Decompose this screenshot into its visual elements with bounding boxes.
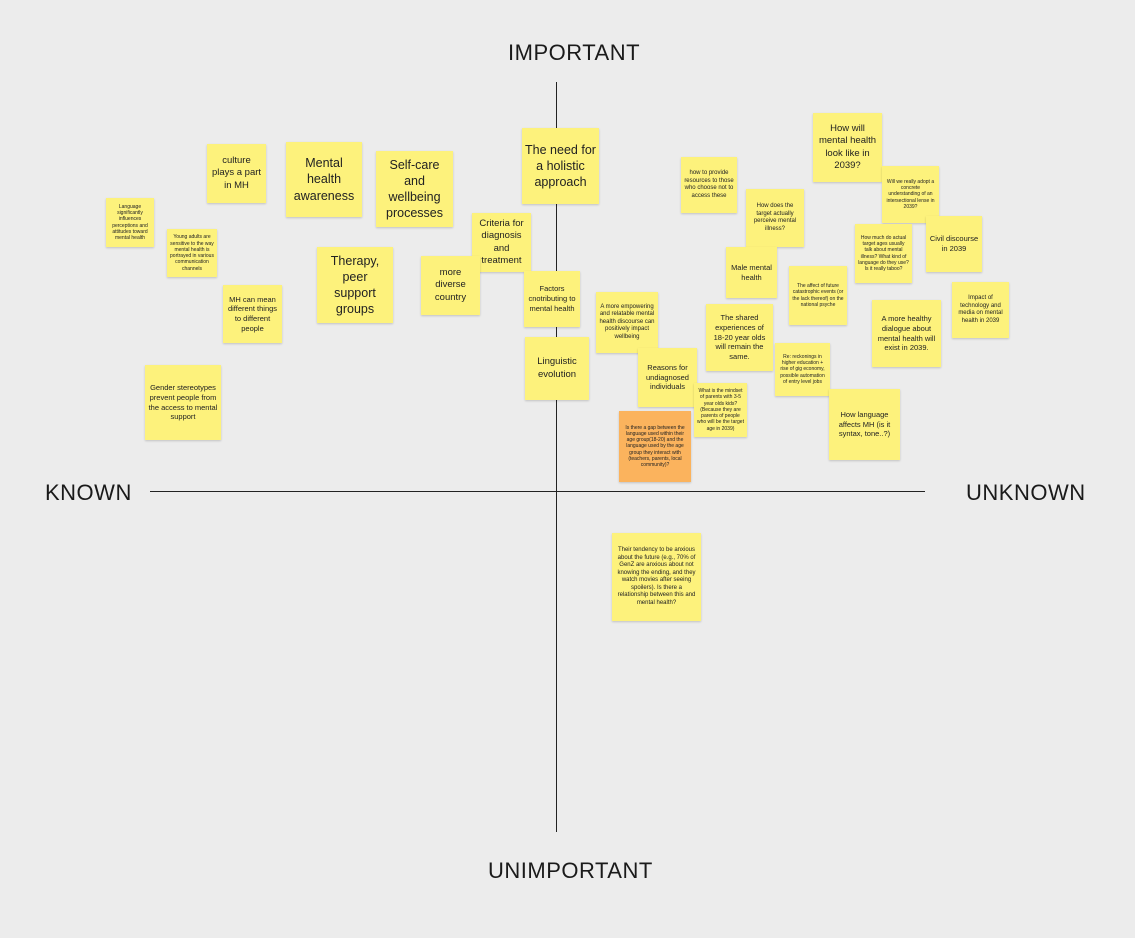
sticky-note[interactable]: Factors cnotributing to mental health (524, 271, 580, 327)
axis-label-important: IMPORTANT (508, 40, 641, 65)
vertical-axis-line (556, 82, 557, 832)
sticky-note[interactable]: Gender stereotypes prevent people from t… (145, 365, 221, 440)
sticky-note[interactable]: Re: reckonings in higher education + ris… (775, 343, 830, 396)
sticky-note[interactable]: more diverse country (421, 256, 480, 315)
sticky-note[interactable]: how to provide resources to those who ch… (681, 157, 737, 213)
sticky-note[interactable]: The shared experiences of 18-20 year old… (706, 304, 773, 371)
sticky-note-highlighted[interactable]: Is there a gap between the language used… (619, 411, 691, 482)
sticky-note[interactable]: How much do actual target ages usually t… (855, 224, 912, 283)
axis-label-known: KNOWN (45, 480, 132, 505)
sticky-note[interactable]: The need for a holistic approach (522, 128, 599, 204)
axis-label-unimportant: UNIMPORTANT (488, 858, 653, 883)
sticky-note[interactable]: Self-care and wellbeing processes (376, 151, 453, 227)
sticky-note[interactable]: Their tendency to be anxious about the f… (612, 533, 701, 621)
sticky-note[interactable]: Civil discourse in 2039 (926, 216, 982, 272)
sticky-note[interactable]: culture plays a part in MH (207, 144, 266, 203)
sticky-note[interactable]: What is the mindset of parents with 3-5 … (694, 383, 747, 437)
sticky-note[interactable]: The affect of future catastrophic events… (789, 266, 847, 325)
sticky-note[interactable]: Language significantly influences percep… (106, 198, 154, 247)
sticky-note[interactable]: Male mental health (726, 247, 777, 298)
axis-label-unknown: UNKNOWN (966, 480, 1086, 505)
sticky-note[interactable]: How language affects MH (is it syntax, t… (829, 389, 900, 460)
sticky-note[interactable]: Impact of technology and media on mental… (952, 282, 1009, 338)
sticky-note[interactable]: A more healthy dialogue about mental hea… (872, 300, 941, 367)
sticky-note[interactable]: Therapy, peer support groups (317, 247, 393, 323)
sticky-note[interactable]: Linguistic evolution (525, 337, 589, 400)
sticky-note[interactable]: Mental health awareness (286, 142, 362, 217)
sticky-note[interactable]: Young adults are sensitive to the way me… (167, 229, 217, 277)
sticky-note[interactable]: A more empowering and relatable mental h… (596, 292, 658, 353)
horizontal-axis-line (150, 491, 925, 492)
sticky-note[interactable]: How will mental health look like in 2039… (813, 113, 882, 182)
sticky-note[interactable]: Will we really adopt a concrete understa… (882, 166, 939, 223)
sticky-note[interactable]: MH can mean different things to differen… (223, 285, 282, 343)
sticky-note[interactable]: Criteria for diagnosis and treatment (472, 213, 531, 272)
sticky-note[interactable]: Reasons for undiagnosed individuals (638, 348, 697, 407)
sticky-note[interactable]: How does the target actually perceive me… (746, 189, 804, 247)
